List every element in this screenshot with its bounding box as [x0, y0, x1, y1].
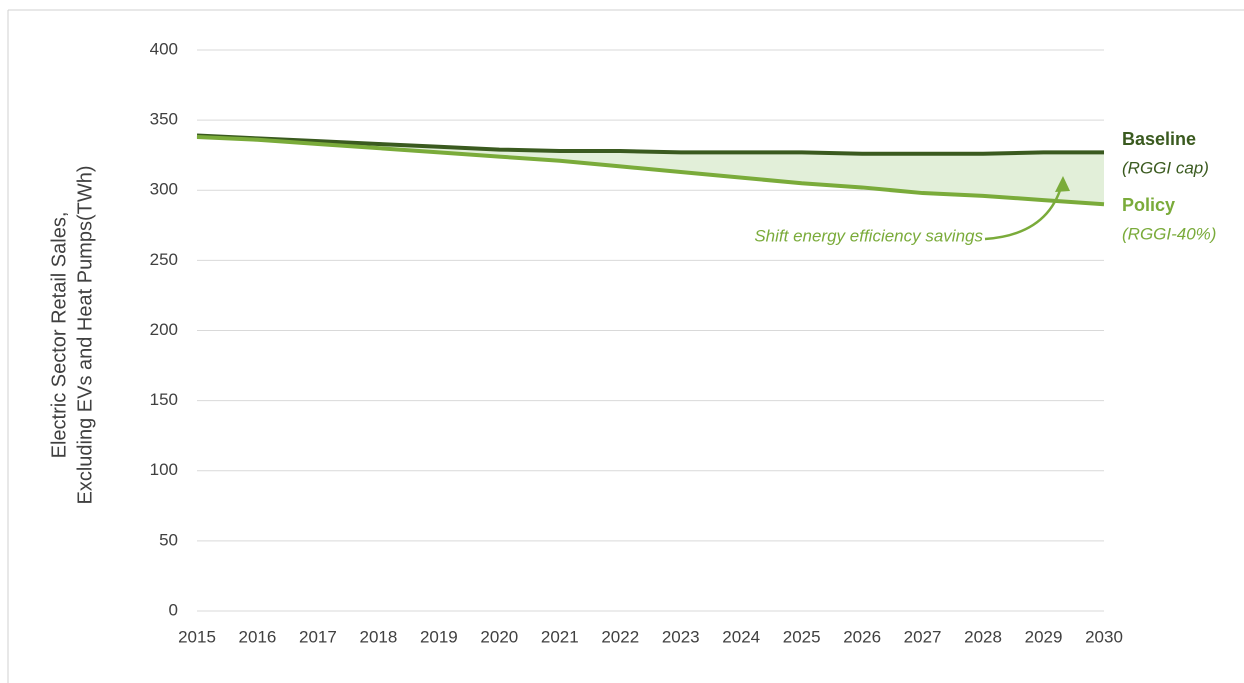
x-tick-label: 2030 [1085, 627, 1123, 646]
y-tick-label: 150 [150, 390, 178, 409]
x-tick-label: 2025 [783, 627, 821, 646]
x-tick-label: 2017 [299, 627, 337, 646]
legend-label: Baseline [1122, 129, 1196, 149]
arrow-head [1055, 176, 1070, 192]
series-line [196, 133, 1104, 156]
x-tick-label: 2018 [359, 627, 397, 646]
legend-label: Policy [1122, 195, 1175, 215]
x-tick-label: 2026 [843, 627, 881, 646]
x-tick-label: 2023 [662, 627, 700, 646]
legend-sublabel: (RGGI cap) [1122, 158, 1209, 177]
y-axis-label: Excluding EVs and Heat Pumps(TWh) [74, 165, 96, 504]
y-tick-label: 400 [150, 39, 178, 58]
x-tick-label: 2022 [601, 627, 639, 646]
y-tick-label: 250 [150, 250, 178, 269]
y-tick-label: 50 [159, 530, 178, 549]
legend-sublabel: (RGGI-40%) [1122, 224, 1216, 243]
x-tick-label: 2015 [178, 627, 216, 646]
x-tick-label: 2016 [239, 627, 277, 646]
y-tick-label: 0 [169, 600, 178, 619]
x-tick-label: 2028 [964, 627, 1002, 646]
y-axis-label: Electric Sector Retail Sales, [48, 212, 70, 459]
y-tick-label: 100 [150, 460, 178, 479]
series-line [196, 134, 1105, 207]
y-tick-label: 300 [150, 180, 178, 199]
x-tick-label: 2024 [722, 627, 760, 646]
annotation: Shift energy efficiency savings [754, 226, 983, 245]
y-tick-label: 200 [150, 320, 178, 339]
x-tick-label: 2027 [904, 627, 942, 646]
x-tick-label: 2029 [1025, 627, 1063, 646]
y-tick-label: 350 [150, 110, 178, 129]
x-tick-label: 2020 [480, 627, 518, 646]
x-tick-label: 2019 [420, 627, 458, 646]
x-tick-label: 2021 [541, 627, 579, 646]
